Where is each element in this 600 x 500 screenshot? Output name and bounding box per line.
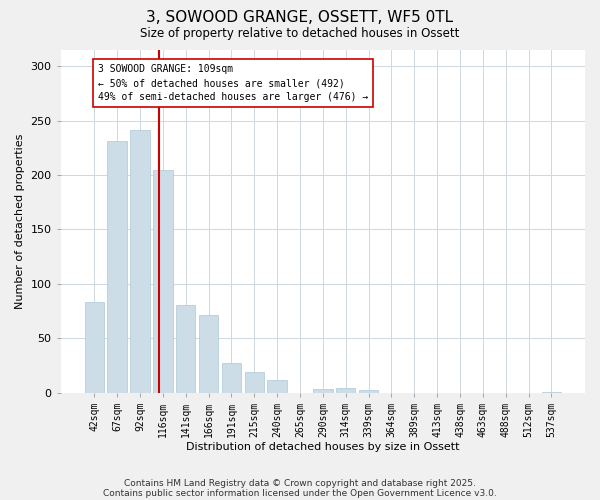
- Bar: [359, 390, 378, 392]
- Text: Size of property relative to detached houses in Ossett: Size of property relative to detached ho…: [140, 28, 460, 40]
- Text: 3 SOWOOD GRANGE: 109sqm
← 50% of detached houses are smaller (492)
49% of semi-d: 3 SOWOOD GRANGE: 109sqm ← 50% of detache…: [98, 64, 368, 102]
- Bar: [107, 142, 127, 392]
- Bar: [268, 380, 287, 392]
- Bar: [153, 170, 173, 392]
- Text: Contains public sector information licensed under the Open Government Licence v3: Contains public sector information licen…: [103, 488, 497, 498]
- Bar: [199, 316, 218, 392]
- Y-axis label: Number of detached properties: Number of detached properties: [15, 134, 25, 309]
- Bar: [245, 372, 264, 392]
- Bar: [176, 304, 196, 392]
- Text: Contains HM Land Registry data © Crown copyright and database right 2025.: Contains HM Land Registry data © Crown c…: [124, 478, 476, 488]
- Bar: [85, 302, 104, 392]
- X-axis label: Distribution of detached houses by size in Ossett: Distribution of detached houses by size …: [186, 442, 460, 452]
- Bar: [313, 390, 332, 392]
- Bar: [130, 130, 149, 392]
- Bar: [221, 364, 241, 392]
- Bar: [336, 388, 355, 392]
- Text: 3, SOWOOD GRANGE, OSSETT, WF5 0TL: 3, SOWOOD GRANGE, OSSETT, WF5 0TL: [146, 10, 454, 25]
